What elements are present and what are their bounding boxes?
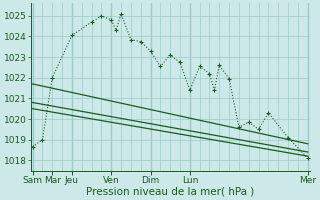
X-axis label: Pression niveau de la mer( hPa ): Pression niveau de la mer( hPa )	[86, 187, 254, 197]
